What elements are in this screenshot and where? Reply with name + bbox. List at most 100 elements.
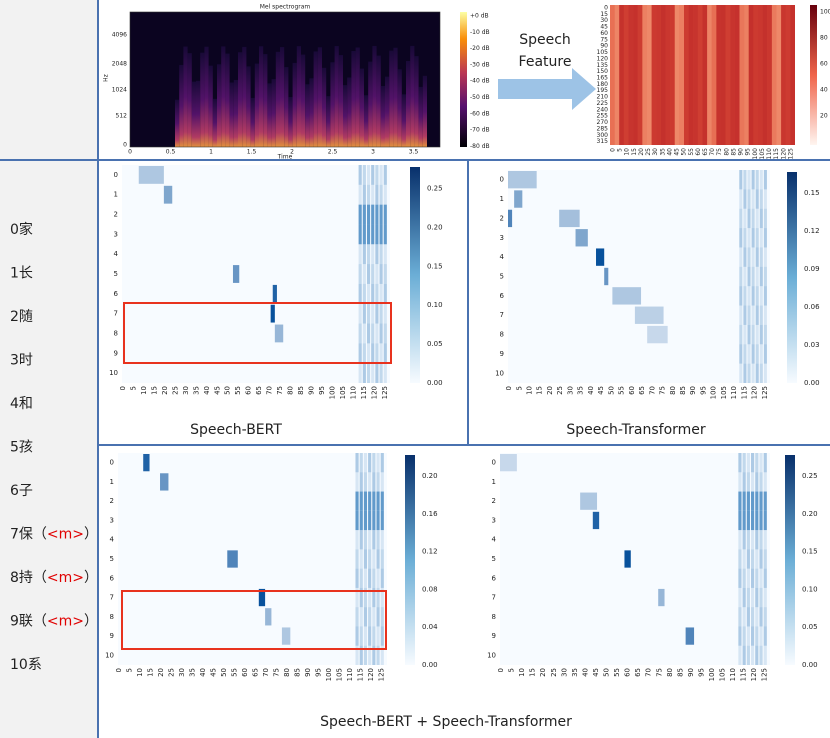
token: 5孩 bbox=[10, 440, 33, 456]
spectrogram-band bbox=[385, 76, 390, 147]
heatmap-cell bbox=[746, 453, 750, 473]
heatmap-cell bbox=[372, 530, 376, 550]
x-tick-label: 45 bbox=[592, 668, 600, 677]
heatmap-cell bbox=[759, 568, 763, 588]
heatmap-cell bbox=[751, 344, 755, 364]
heatmap-cell bbox=[358, 204, 362, 225]
heatmap-cell bbox=[358, 244, 362, 265]
x-tick-label: 5 bbox=[508, 668, 516, 672]
x-tick-label: 40 bbox=[203, 386, 211, 395]
heatmap-cell bbox=[358, 343, 362, 364]
feature-band bbox=[767, 5, 772, 145]
spectrogram-band bbox=[229, 82, 234, 147]
feature-band bbox=[670, 5, 675, 145]
heatmap-cell bbox=[366, 303, 371, 324]
heatmap-cell bbox=[747, 189, 751, 209]
colorbar-label: 40 bbox=[820, 87, 828, 94]
heatmap-cell bbox=[759, 208, 763, 229]
heatmap-cell bbox=[755, 286, 759, 306]
x-tick-label: 70 bbox=[266, 386, 274, 395]
y-tick-label: 240 bbox=[597, 106, 609, 113]
y-tick-label: 4 bbox=[114, 250, 119, 258]
x-tick-label: 20 bbox=[638, 148, 645, 156]
x-tick-label: 2.5 bbox=[328, 149, 338, 156]
colorbar bbox=[460, 12, 467, 147]
heatmap-cell bbox=[383, 224, 387, 245]
heatmap-cell bbox=[755, 530, 759, 550]
feature-band bbox=[721, 5, 726, 145]
y-tick-label: 210 bbox=[597, 94, 609, 101]
heatmap-cell bbox=[742, 491, 746, 511]
heatmap-cell bbox=[755, 228, 759, 248]
heatmap-cell bbox=[379, 363, 383, 383]
heatmap-cell bbox=[747, 286, 751, 306]
heatmap-cell bbox=[746, 645, 750, 665]
x-tick-label: 80 bbox=[666, 668, 674, 677]
x-tick-label: 15 bbox=[150, 386, 158, 395]
heatmap-cell bbox=[359, 568, 363, 588]
heatmap-cell bbox=[742, 453, 746, 473]
x-tick-label: 60 bbox=[695, 148, 702, 156]
colorbar-label: 0.10 bbox=[427, 301, 443, 309]
heatmap-cell bbox=[751, 530, 755, 550]
y-tick-label: 9 bbox=[492, 632, 496, 640]
x-tick-label: 0 bbox=[119, 386, 127, 390]
heatmap-cell bbox=[763, 510, 767, 531]
x-tick-label: 100 bbox=[708, 668, 716, 681]
x-tick-label: 105 bbox=[759, 148, 766, 160]
spectrogram-band bbox=[288, 97, 293, 147]
heatmap-cell bbox=[379, 343, 383, 364]
x-tick-label: 125 bbox=[381, 386, 389, 399]
axis-label: Time bbox=[277, 154, 293, 161]
heatmap bbox=[118, 453, 387, 665]
token: 9联（<m>） bbox=[10, 614, 98, 630]
x-tick-label: 0 bbox=[115, 668, 123, 672]
x-tick-label: 45 bbox=[597, 386, 605, 395]
heatmap-cell bbox=[379, 283, 383, 304]
x-tick-label: 95 bbox=[318, 386, 326, 395]
token-text: 3时 bbox=[10, 353, 33, 369]
y-tick-label: 195 bbox=[597, 87, 609, 94]
heatmap-cell bbox=[358, 264, 362, 284]
heatmap-cell bbox=[355, 453, 359, 473]
token: 2随 bbox=[10, 309, 33, 325]
heatmap-cell bbox=[366, 283, 371, 304]
y-tick-label: 255 bbox=[597, 113, 609, 120]
spectrogram-band bbox=[397, 69, 402, 147]
heatmap-cell bbox=[371, 323, 375, 344]
heatmap-cell bbox=[380, 510, 384, 531]
x-tick-label: 115 bbox=[740, 386, 748, 399]
x-tick-label: 15 bbox=[631, 148, 638, 156]
x-tick-label: 25 bbox=[556, 386, 564, 395]
spectrogram-band bbox=[410, 45, 415, 148]
heatmap-cell bbox=[747, 208, 751, 229]
x-tick-label: 30 bbox=[566, 386, 574, 395]
heatmap-cell bbox=[746, 530, 750, 550]
heatmap bbox=[500, 453, 770, 665]
heatmap-cell bbox=[363, 453, 368, 473]
spectrogram-band bbox=[338, 55, 343, 147]
x-tick-label: 60 bbox=[624, 668, 632, 677]
heatmap-cell bbox=[359, 453, 363, 473]
x-tick-label: 85 bbox=[297, 386, 305, 395]
x-tick-label: 25 bbox=[645, 148, 652, 156]
heatmap-cell bbox=[363, 549, 368, 569]
heatmap-cell bbox=[743, 286, 747, 306]
spectrogram-band bbox=[343, 85, 348, 147]
colorbar-label: 0.16 bbox=[422, 510, 438, 518]
heatmap-cell bbox=[363, 568, 368, 588]
heatmap-cell bbox=[755, 344, 759, 364]
y-tick-label: 10 bbox=[109, 369, 118, 377]
y-tick-label: 225 bbox=[597, 100, 609, 107]
colorbar-label: -30 dB bbox=[470, 61, 490, 68]
y-tick-label: 60 bbox=[600, 30, 608, 37]
heatmap-cell bbox=[751, 645, 755, 665]
y-tick-label: 10 bbox=[487, 651, 496, 659]
heatmap-cell bbox=[383, 264, 387, 284]
x-tick-label: 70 bbox=[709, 148, 716, 156]
heatmap-cell bbox=[383, 343, 387, 364]
y-tick-label: 2 bbox=[114, 211, 118, 219]
token-text: 7保 bbox=[10, 527, 33, 543]
